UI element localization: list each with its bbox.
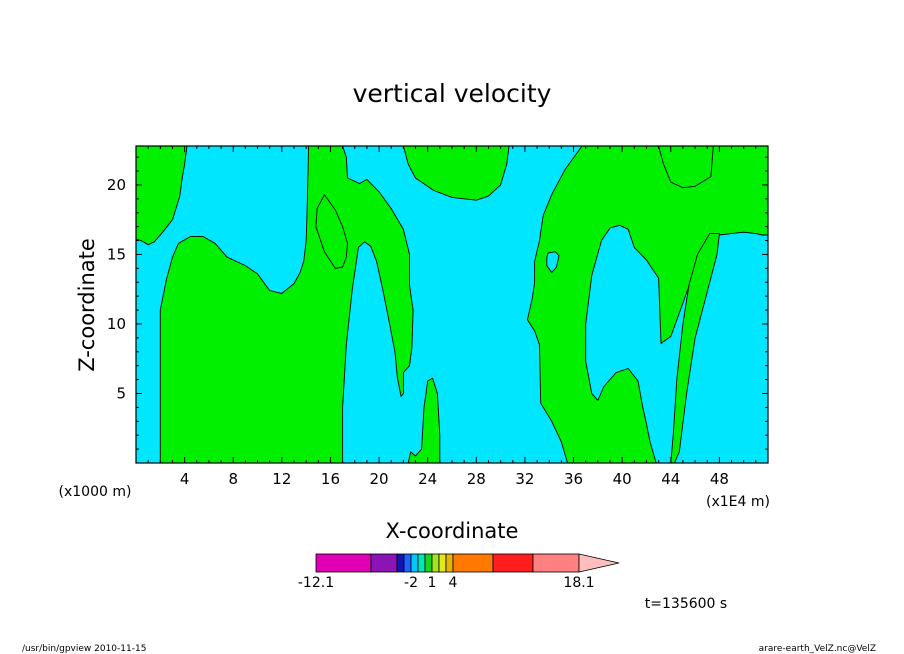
colorbar-swatch: [370, 553, 398, 573]
positive-velocity-region: [159, 146, 414, 463]
chart-title: vertical velocity: [353, 79, 552, 108]
colorbar-tick-label: -12.1: [298, 575, 334, 591]
y-tick-label: 20: [107, 176, 126, 194]
positive-velocity-region: [136, 146, 188, 246]
colorbar-swatch: [315, 553, 372, 573]
x-tick-label: 24: [418, 470, 437, 488]
positive-velocity-region: [315, 194, 348, 269]
footer-right: arare-earth_VelZ.nc@VelZ: [759, 644, 876, 654]
colorbar-swatch: [532, 553, 580, 573]
x-tick-label: 20: [370, 470, 389, 488]
colorbar-swatch: [417, 553, 426, 573]
x-tick-label: 40: [613, 470, 632, 488]
x-tick-label: 12: [272, 470, 291, 488]
x-tick-label: 4: [180, 470, 190, 488]
colorbar-swatch: [438, 553, 447, 573]
time-label: t=135600 s: [645, 596, 727, 612]
negative-velocity-region: [546, 251, 560, 274]
x-tick-label: 48: [710, 470, 729, 488]
positive-velocity-region: [670, 233, 720, 463]
colorbar-swatch: [424, 553, 433, 573]
colorbar-tick-label: 1: [428, 575, 437, 591]
colorbar-swatch: [445, 553, 454, 573]
x-tick-label: 16: [321, 470, 340, 488]
colorbar-swatch: [410, 553, 419, 573]
positive-velocity-region: [407, 377, 441, 463]
plot-area: [135, 145, 769, 464]
colorbar-tick-label: -2: [404, 575, 418, 591]
colorbar-swatch: [431, 553, 440, 573]
x-tick-label: 36: [564, 470, 583, 488]
colorbar-swatch: [452, 553, 494, 573]
x-tick-label: 32: [515, 470, 534, 488]
x-tick-label: 44: [661, 470, 680, 488]
colorbar-swatch: [396, 553, 405, 573]
x-axis-ticks: 4 8 12 16 20 24 28 32 36 40 44 48: [147, 146, 757, 488]
y-axis-ticks: 5 10 15 20: [107, 156, 768, 450]
y-tick-label: 15: [107, 245, 126, 263]
positive-velocity-region: [526, 146, 768, 463]
y-tick-label: 10: [107, 315, 126, 333]
y-tick-label: 5: [116, 384, 126, 402]
colorbar-swatch: [403, 553, 412, 573]
colorbar-swatch: [492, 553, 534, 573]
x-unit-right: (x1E4 m): [706, 494, 770, 510]
footer-left: /usr/bin/gpview 2010-11-15: [22, 644, 146, 654]
positive-velocity-region: [402, 146, 510, 201]
x-unit-left: (x1000 m): [59, 484, 132, 500]
colorbar-overflow-arrow: [578, 553, 620, 573]
x-axis-label: X-coordinate: [386, 519, 519, 543]
x-tick-label: 28: [467, 470, 486, 488]
y-axis-label: Z-coordinate: [75, 238, 99, 372]
colorbar-tick-label: 4: [449, 575, 458, 591]
x-tick-label: 8: [228, 470, 238, 488]
colorbar-tick-label: 18.1: [563, 575, 594, 591]
colorbar: -12.1 -2 1 4 18.1: [298, 553, 620, 591]
